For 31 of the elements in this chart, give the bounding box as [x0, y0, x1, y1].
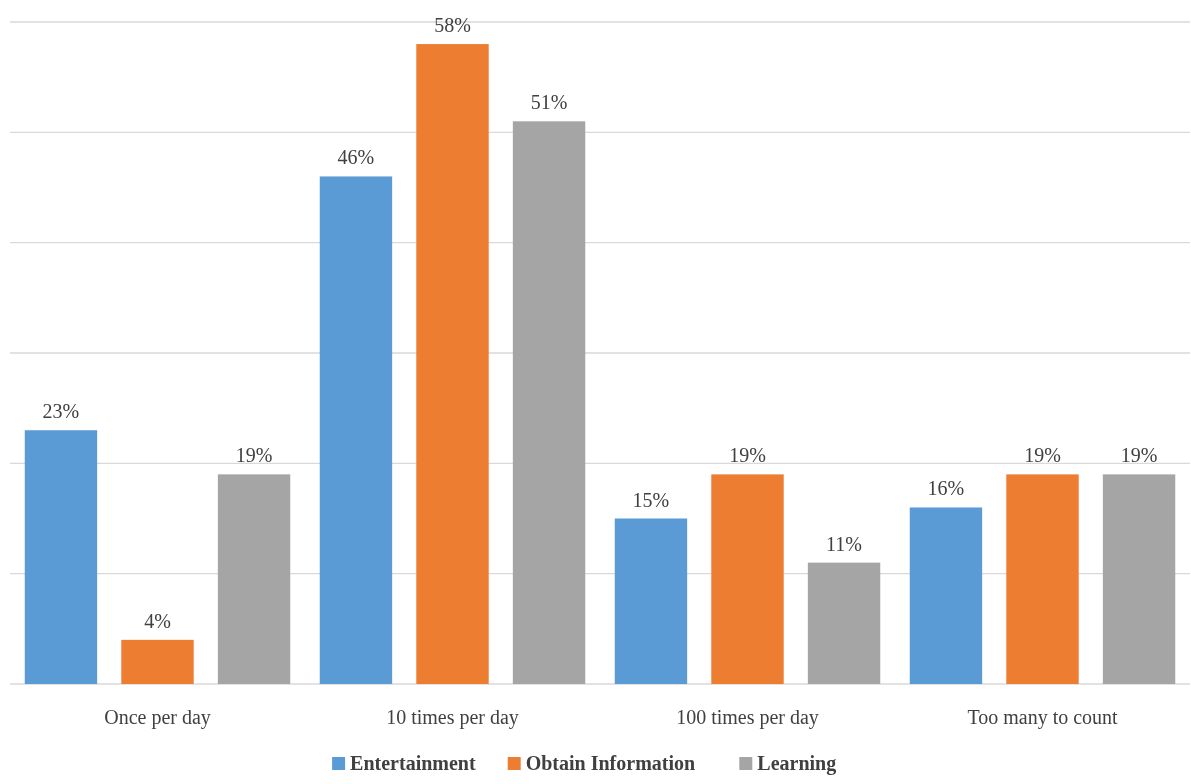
bar: [319, 176, 393, 684]
data-label: 15%: [632, 488, 670, 511]
x-tick-label: Once per day: [104, 706, 211, 729]
data-label: 46%: [337, 146, 375, 169]
bar: [909, 507, 983, 684]
bar: [614, 518, 688, 684]
data-label: 19%: [729, 444, 766, 467]
legend-label: Entertainment: [350, 752, 476, 774]
bar: [1102, 474, 1176, 684]
data-label: 4%: [144, 609, 171, 632]
bar: [217, 474, 291, 684]
legend-label: Obtain Information: [525, 752, 696, 774]
bar: [512, 121, 586, 684]
bar: [1006, 474, 1079, 684]
data-label: 11%: [826, 532, 863, 555]
x-tick-label: 100 times per day: [676, 706, 819, 729]
data-label: 16%: [927, 477, 965, 500]
data-label: 19%: [235, 444, 273, 467]
data-label: 19%: [1120, 444, 1158, 467]
data-label: 19%: [1024, 444, 1061, 467]
bar: [807, 562, 881, 684]
data-label: 58%: [434, 14, 471, 37]
bar: [711, 474, 784, 684]
bar: [24, 430, 98, 684]
bar: [416, 44, 489, 684]
data-label: 51%: [530, 91, 568, 114]
x-tick-label: 10 times per day: [386, 706, 519, 729]
bar: [121, 639, 194, 684]
data-label: 23%: [42, 400, 80, 423]
x-tick-label: Too many to count: [967, 706, 1119, 729]
legend-label: Learning: [757, 752, 837, 775]
